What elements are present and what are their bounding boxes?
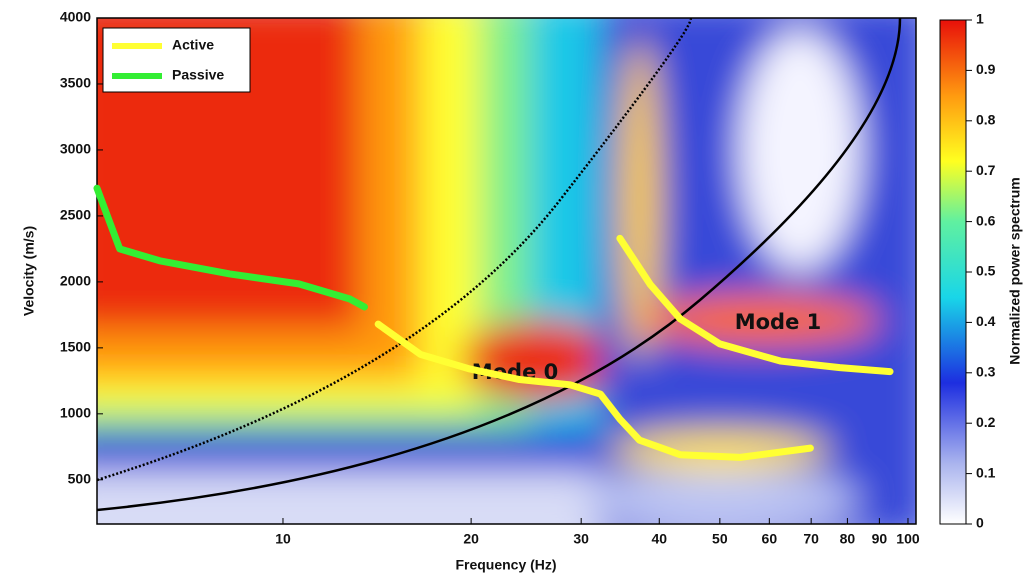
x-tick-label: 90 <box>872 531 888 547</box>
y-tick-label: 2500 <box>60 207 91 223</box>
colorbar-label: Normalized power spectrum <box>1007 177 1023 365</box>
colorbar <box>939 19 967 525</box>
x-tick-label: 100 <box>896 531 920 547</box>
x-tick-label: 40 <box>651 531 667 547</box>
x-tick-label: 20 <box>463 531 479 547</box>
colorbar-tick-label: 0.9 <box>976 61 996 77</box>
y-tick-label: 3000 <box>60 141 91 157</box>
y-tick-label: 1500 <box>60 339 91 355</box>
colorbar-tick-label: 0.3 <box>976 364 996 380</box>
legend-label: Passive <box>172 67 224 83</box>
colorbar-tick-label: 0.4 <box>976 313 996 329</box>
plot-frame <box>96 17 917 525</box>
series-line <box>93 184 368 311</box>
x-tick-label: 60 <box>762 531 778 547</box>
colorbar-tick-label: 0.2 <box>976 414 996 430</box>
y-tick-label: 2000 <box>60 273 91 289</box>
colorbar-tick-label: 0.5 <box>976 263 996 279</box>
x-tick-label: 80 <box>840 531 856 547</box>
series-line <box>616 234 894 376</box>
y-axis-label: Velocity (m/s) <box>21 226 37 316</box>
legend-label: Active <box>172 37 214 53</box>
colorbar-tick-label: 0.7 <box>976 162 996 178</box>
annotation: Mode 1 <box>735 310 822 334</box>
power-heatmap <box>97 18 916 524</box>
colorbar-tick-label: 0.6 <box>976 212 996 228</box>
x-tick-label: 70 <box>803 531 819 547</box>
y-tick-label: 500 <box>68 471 92 487</box>
series-line <box>374 320 814 461</box>
x-tick-label: 10 <box>275 531 291 547</box>
y-tick-label: 3500 <box>60 75 91 91</box>
y-tick-label: 1000 <box>60 405 91 421</box>
legend <box>102 27 251 93</box>
colorbar-tick-label: 0.8 <box>976 112 996 128</box>
x-tick-label: 30 <box>573 531 589 547</box>
colorbar-tick-label: 0 <box>976 515 984 531</box>
x-axis-label: Frequency (Hz) <box>455 557 556 573</box>
colorbar-tick-label: 1 <box>976 11 984 27</box>
x-tick-label: 50 <box>712 531 728 547</box>
y-tick-label: 4000 <box>60 9 91 25</box>
colorbar-tick-label: 0.1 <box>976 464 996 480</box>
